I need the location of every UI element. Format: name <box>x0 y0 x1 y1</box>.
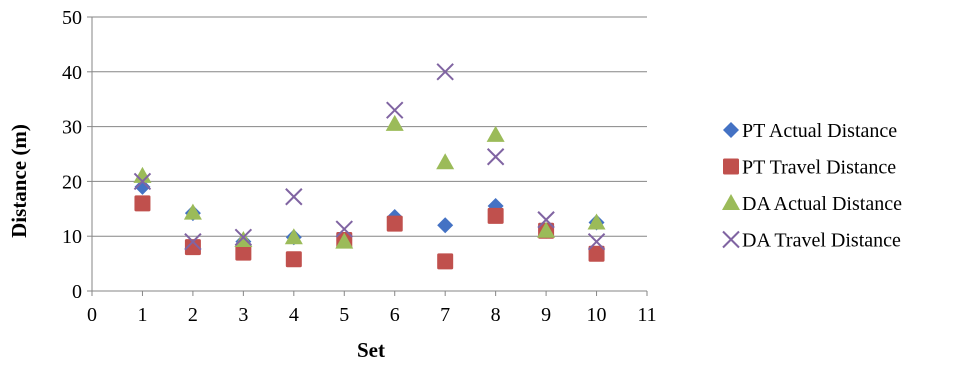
y-tick-label-10: 10 <box>62 226 82 248</box>
legend-label-1: PT Travel Distance <box>742 157 896 179</box>
point-series2-set7 <box>436 153 455 170</box>
point-series2-set10 <box>587 213 606 230</box>
point-series3-set9 <box>537 211 555 229</box>
point-series2-set1 <box>133 166 152 183</box>
x-tick-label-4: 4 <box>289 304 299 326</box>
point-series2-set6 <box>385 114 404 131</box>
y-tick-label-30: 30 <box>62 117 82 139</box>
y-tick-label-50: 50 <box>62 7 82 29</box>
y-tick-label-40: 40 <box>62 62 82 84</box>
point-series2-set4 <box>284 228 303 245</box>
y-axis-title: Distance (m) <box>7 124 31 238</box>
x-tick-label-3: 3 <box>238 304 248 326</box>
gridlines <box>92 16 647 237</box>
axes <box>87 16 648 296</box>
x-axis-title: Set <box>357 338 385 362</box>
x-tick-label-0: 0 <box>87 304 97 326</box>
point-series3-set8 <box>486 148 505 166</box>
y-tick-label-0: 0 <box>72 281 82 303</box>
point-series3-set7 <box>436 63 454 81</box>
legend-marker-3 <box>722 230 740 249</box>
x-tick-label-9: 9 <box>541 304 551 326</box>
point-series3-set1 <box>133 172 152 191</box>
point-series1-set6 <box>386 215 403 232</box>
point-series3-set10 <box>587 232 606 251</box>
point-series1-set2 <box>184 239 201 256</box>
x-tick-label-10: 10 <box>587 304 607 326</box>
point-series3-set3 <box>234 228 253 247</box>
x-tick-label-5: 5 <box>339 304 349 326</box>
legend-marker-2 <box>722 194 740 210</box>
x-tick-label-2: 2 <box>188 304 198 326</box>
point-series1-set7 <box>437 253 454 270</box>
point-series2-set8 <box>486 125 505 142</box>
x-tick-labels: 0 1 2 3 4 5 6 7 8 9 10 11 <box>87 304 657 326</box>
x-tick-label-8: 8 <box>491 304 501 326</box>
legend-marker-1 <box>723 158 739 175</box>
legend-label-3: DA Travel Distance <box>742 230 901 252</box>
point-series2-set2 <box>183 203 202 220</box>
legend-label-2: DA Actual Distance <box>742 193 902 215</box>
data-points <box>133 63 606 270</box>
point-series2-set5 <box>335 232 354 249</box>
x-tick-label-1: 1 <box>137 304 147 326</box>
x-tick-label-6: 6 <box>390 304 400 326</box>
point-series2-set9 <box>537 221 556 238</box>
point-series3-set6 <box>386 101 404 119</box>
point-series0-set7 <box>437 217 454 234</box>
point-series1-set10 <box>588 245 605 262</box>
x-tick-label-11: 11 <box>637 304 656 326</box>
legend-marker-0 <box>723 122 739 138</box>
point-series1-set8 <box>487 207 504 224</box>
point-series1-set1 <box>134 195 151 212</box>
point-series3-set4 <box>285 188 303 206</box>
point-series1-set4 <box>285 251 302 268</box>
y-tick-label-20: 20 <box>62 171 82 193</box>
y-tick-labels: 0 10 20 30 40 50 <box>62 7 82 303</box>
point-series1-set3 <box>235 244 252 261</box>
point-series3-set2 <box>184 232 202 251</box>
legend-label-0: PT Actual Distance <box>742 120 897 142</box>
point-series3-set5 <box>335 220 353 238</box>
x-tick-label-7: 7 <box>440 304 450 326</box>
legend: PT Actual Distance PT Travel Distance DA A… <box>722 120 902 252</box>
